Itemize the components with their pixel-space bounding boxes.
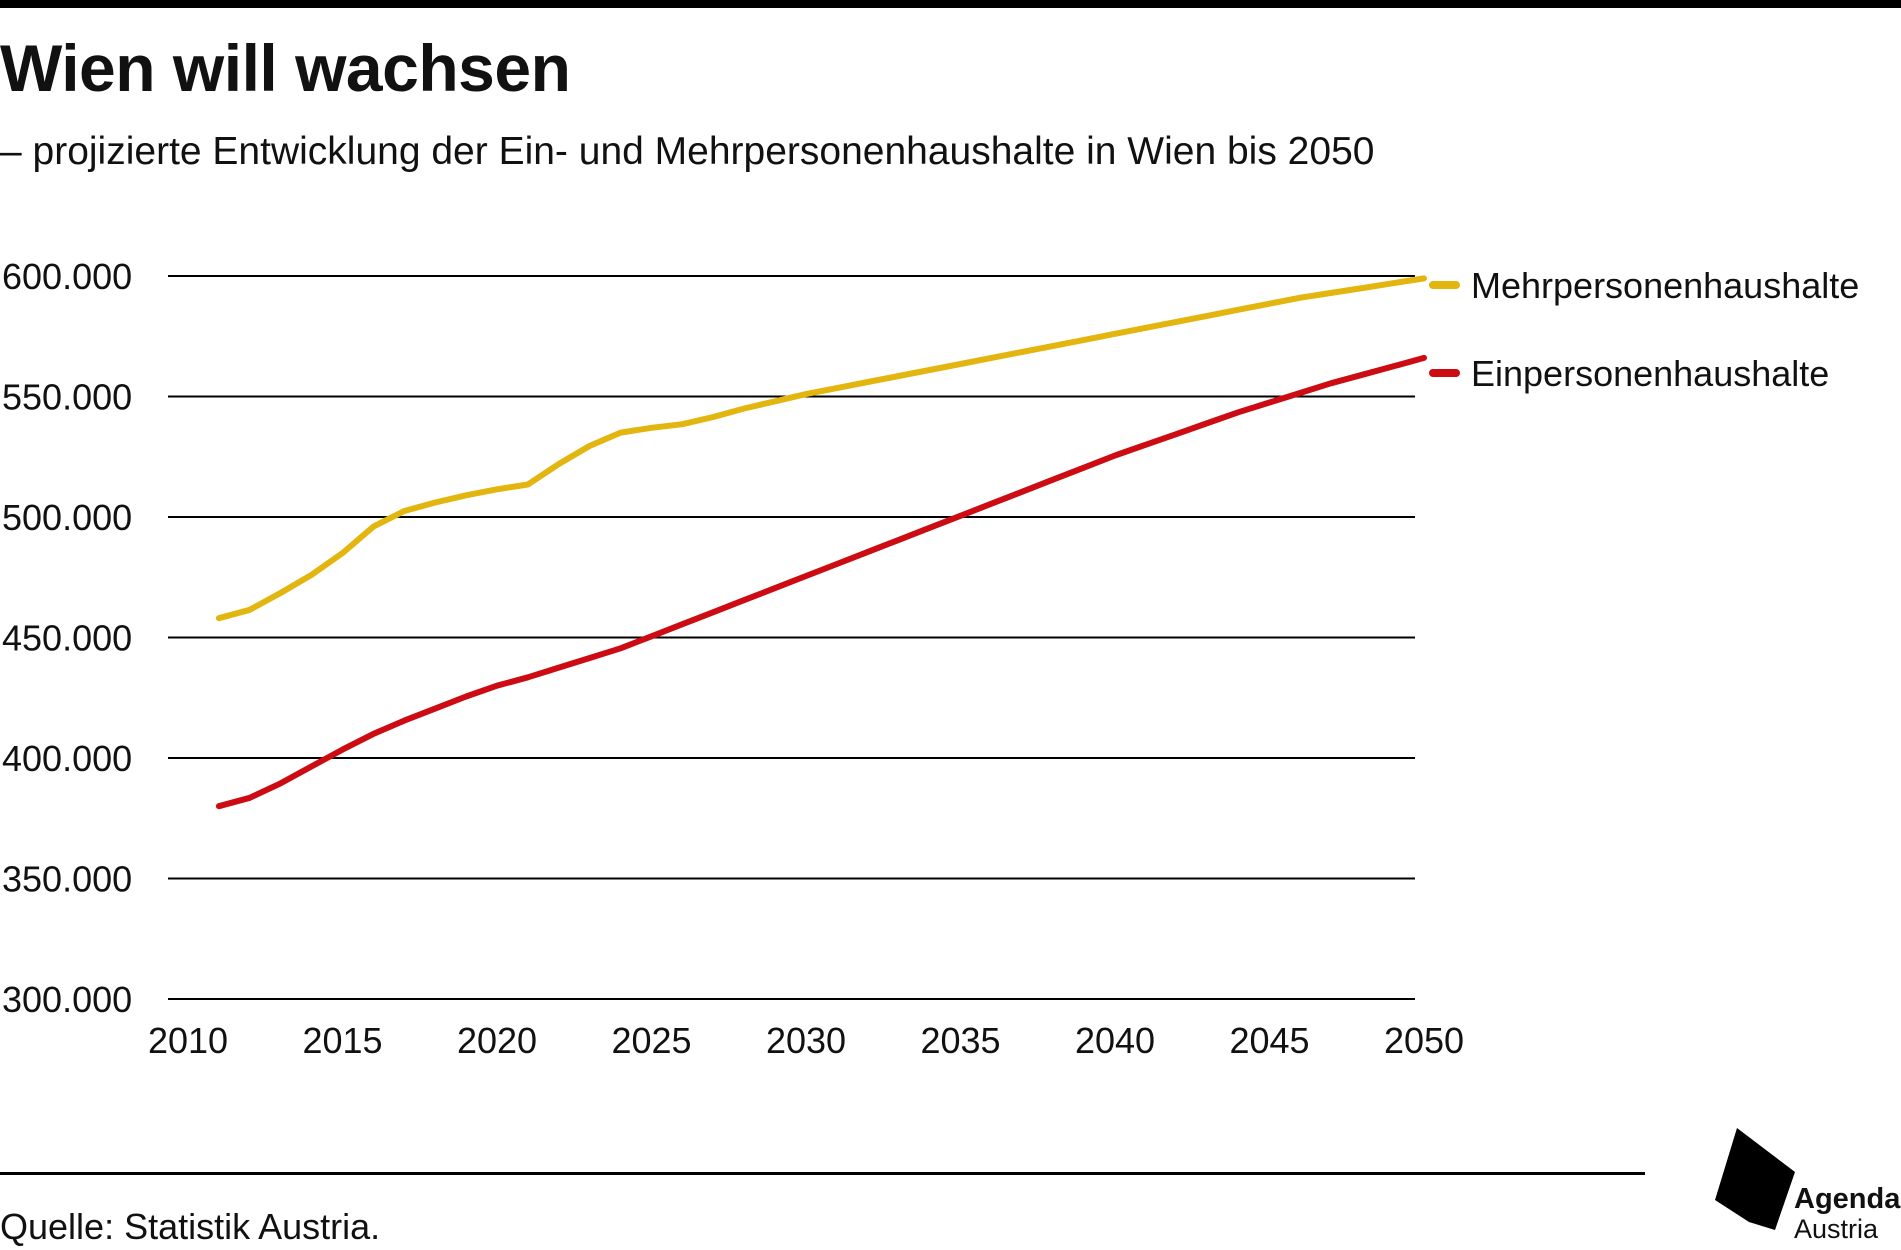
gridlines bbox=[168, 275, 1415, 1000]
series-line-mehrpersonenhaushalte bbox=[215, 275, 1427, 622]
x-tick-label: 2010 bbox=[148, 1020, 228, 1061]
series-line-einpersonenhaushalte bbox=[215, 354, 1427, 810]
y-tick-label: 400.000 bbox=[2, 738, 132, 779]
series-lines bbox=[215, 275, 1427, 810]
line-chart: 300.000 350.000 400.000 450.000 500.000 550.0… bbox=[2, 256, 1859, 1061]
legend-label: Mehrpersonenhaushalte bbox=[1471, 265, 1859, 306]
x-tick-label: 2045 bbox=[1229, 1020, 1309, 1061]
bottom-rule bbox=[0, 1172, 1645, 1175]
legend-label: Einpersonenhaushalte bbox=[1471, 353, 1829, 394]
legend: Mehrpersonenhaushalte Einpersonenhaushalt… bbox=[1429, 265, 1859, 394]
y-tick-label: 600.000 bbox=[2, 256, 132, 297]
logo-line2: Austria bbox=[1794, 1214, 1879, 1244]
x-tick-label: 2030 bbox=[766, 1020, 846, 1061]
source-note: Quelle: Statistik Austria. bbox=[0, 1206, 381, 1247]
logo-line1: Agenda bbox=[1794, 1183, 1901, 1215]
y-tick-label: 500.000 bbox=[2, 497, 132, 538]
y-tick-label: 300.000 bbox=[2, 979, 132, 1020]
chart-title: Wien will wachsen bbox=[0, 31, 571, 105]
logo-wordmark: Agenda Austria bbox=[1794, 1184, 1901, 1244]
x-tick-label: 2015 bbox=[302, 1020, 382, 1061]
y-tick-label: 550.000 bbox=[2, 377, 132, 418]
x-tick-label: 2025 bbox=[611, 1020, 691, 1061]
agenda-austria-logo-icon bbox=[1715, 1128, 1795, 1230]
chart-subtitle: – projizierte Entwicklung der Ein- und M… bbox=[0, 130, 1375, 173]
y-axis-ticks: 300.000 350.000 400.000 450.000 500.000 550.0… bbox=[2, 256, 132, 1020]
y-tick-label: 350.000 bbox=[2, 859, 132, 900]
x-tick-label: 2050 bbox=[1384, 1020, 1464, 1061]
x-tick-label: 2020 bbox=[457, 1020, 537, 1061]
x-axis-ticks: 2010 2015 2020 2025 2030 2035 2040 2045 2050 bbox=[148, 1020, 1464, 1061]
y-tick-label: 450.000 bbox=[2, 618, 132, 659]
x-tick-label: 2035 bbox=[920, 1020, 1000, 1061]
top-rule bbox=[0, 0, 1901, 8]
x-tick-label: 2040 bbox=[1075, 1020, 1155, 1061]
